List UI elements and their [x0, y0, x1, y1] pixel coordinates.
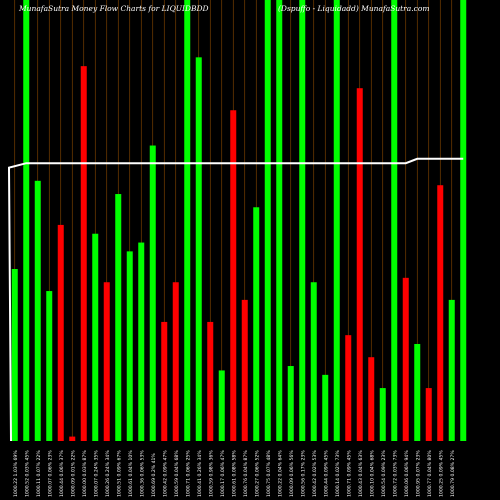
trend-line [7, 157, 464, 442]
flow-bar [184, 0, 191, 441]
x-tick-label: 1000.61 0.08% 58% [231, 450, 237, 497]
x-tick-label: 1000.59 0.04% 68% [174, 450, 180, 497]
flow-bar [460, 0, 467, 441]
flow-bar [379, 388, 386, 441]
flow-bar [34, 180, 41, 441]
flow-bar [11, 269, 18, 441]
x-tick-label: 1000.25 0.09% 45% [438, 450, 444, 497]
x-tick-label: 1000.95 0.07% 23% [415, 450, 421, 497]
flow-bar [368, 357, 375, 441]
flow-bar [391, 0, 398, 441]
x-tick-label: 1000.42 0.09% 47% [162, 450, 168, 497]
x-tick-label: 1000.26 0.24% 34% [105, 450, 111, 497]
flow-bar [207, 321, 214, 441]
flow-bar [299, 0, 306, 441]
x-tick-label: 1000.06 0.06% 94% [404, 450, 410, 497]
flow-bar [264, 0, 271, 441]
x-tick-label: 1000.41 0.26% 34% [197, 450, 203, 497]
flow-bar [402, 277, 409, 441]
x-tick-label: 1000.09 0.06% 56% [289, 450, 295, 497]
x-tick-label: 1000.52 0.03% 45% [24, 450, 30, 497]
x-tick-label: 1000.77 0.04% 80% [427, 450, 433, 497]
x-tick-label: 1000.44 0.09% 45% [323, 450, 329, 497]
x-tick-label: 1000.72 0.03% 73% [392, 450, 398, 497]
flow-bar [253, 207, 260, 441]
x-tick-label: 1000.07 0.24% 35% [93, 450, 99, 497]
x-tick-label: 1000.07 0.06% 23% [47, 450, 53, 497]
x-tick-label: 1000.76 0.04% 87% [243, 450, 249, 497]
flow-bar [23, 0, 30, 441]
flow-bar [149, 145, 156, 441]
flow-bar [69, 436, 76, 441]
flow-bar [414, 343, 421, 441]
flow-bar [333, 0, 340, 441]
x-tick-label: 1000.59 0.98% 36% [208, 450, 214, 497]
flow-bar [115, 194, 122, 441]
flow-bar [310, 282, 317, 441]
flow-bar [425, 388, 432, 441]
x-tick-label: 1000.27 0.06% 52% [254, 450, 260, 497]
flow-bar [276, 0, 283, 441]
flow-bar [80, 66, 87, 442]
x-tick-label: 1000.09 0.01% 22% [70, 450, 76, 497]
flow-bar [138, 242, 145, 441]
x-tick-label: 1000.14 0.02% 73% [335, 450, 341, 497]
x-tick-label: 1000.00 0.03% 87% [82, 450, 88, 497]
x-tick-label: 1000.56 0.17% 23% [300, 450, 306, 497]
x-tick-label: 1000.69 0.2% 41% [151, 453, 157, 497]
x-tick-label: 1000.36 0.06% 53% [139, 450, 145, 497]
flow-bar [287, 366, 294, 441]
x-tick-label: 1000.71 0.09% 45% [346, 450, 352, 497]
flow-bar [218, 370, 225, 441]
flow-bar [448, 299, 455, 441]
flow-bar [322, 374, 329, 441]
x-tick-label: 1000.61 0.04% 10% [128, 450, 134, 497]
chart-source: (Dspuffo - Liquidadd) MunafaSutra.com [278, 4, 430, 13]
flow-bar [172, 282, 179, 441]
x-tick-label: 1000.79 0.08% 27% [450, 450, 456, 497]
flow-bar [103, 282, 110, 441]
x-tick-label: 1000.22 0.04% 64% [277, 450, 283, 497]
flow-bar [161, 321, 168, 441]
flow-bar [230, 110, 237, 441]
flow-bar [437, 185, 444, 441]
x-tick-label: 1000.44 0.06% 37% [59, 450, 65, 497]
x-tick-label: 1000.71 0.06% 25% [185, 450, 191, 497]
flow-bar [126, 251, 133, 441]
x-tick-label: 1000.75 0.07% 48% [266, 450, 272, 497]
chart-title: MunafaSutra Money Flow Charts for LIQUID… [19, 4, 209, 13]
x-tick-label: 1000.17 0.06% 47% [220, 450, 226, 497]
flow-bar [46, 291, 53, 441]
x-tick-label: 1000.42 0.02% 53% [312, 450, 318, 497]
x-tick-label: 1000.51 0.09% 67% [116, 450, 122, 497]
x-tick-label: 1000.43 0.04% 63% [358, 450, 364, 497]
x-tick-label: 1000.22 1.03% 69% [13, 450, 19, 497]
flow-bar [356, 88, 363, 441]
flow-bar [57, 224, 64, 441]
flow-bar [92, 233, 99, 441]
x-tick-label: 1000.54 0.09% 23% [381, 450, 387, 497]
flow-bar [345, 335, 352, 441]
x-tick-label: 1000.11 0.07% 22% [36, 450, 42, 497]
flow-bar [241, 299, 248, 441]
x-tick-label: 1000.10 0.04% 68% [369, 450, 375, 497]
flow-bar [195, 57, 202, 442]
